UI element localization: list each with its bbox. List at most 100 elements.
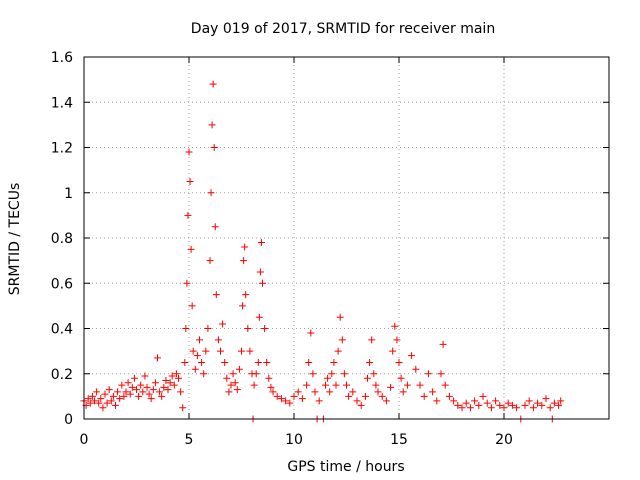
data-point	[120, 392, 128, 400]
y-tick-label: 0.8	[51, 231, 73, 247]
data-point	[181, 358, 189, 366]
data-point	[542, 395, 550, 403]
data-point	[479, 392, 487, 400]
data-point	[261, 325, 269, 332]
data-point	[529, 404, 537, 412]
data-point	[382, 397, 390, 405]
data-point	[122, 388, 130, 396]
data-point	[103, 399, 111, 407]
data-point	[450, 397, 458, 405]
data-point	[206, 257, 214, 265]
data-point	[433, 397, 441, 405]
data-point	[374, 388, 382, 396]
data-point	[403, 381, 411, 389]
data-point	[189, 347, 197, 355]
data-point	[393, 336, 401, 344]
data-point	[200, 370, 208, 378]
data-point	[219, 320, 227, 328]
y-tick-label: 1.4	[51, 95, 73, 111]
data-point	[160, 383, 168, 391]
data-point	[254, 358, 262, 366]
data-point	[458, 404, 466, 412]
data-point	[240, 257, 248, 265]
data-point	[462, 399, 470, 407]
data-point	[378, 392, 386, 400]
data-point	[88, 392, 96, 400]
data-point	[328, 370, 336, 378]
y-tick-label: 1.6	[51, 50, 73, 66]
data-point	[282, 397, 290, 405]
data-point	[307, 329, 315, 337]
data-point	[105, 386, 113, 394]
data-point	[303, 381, 311, 389]
data-point	[235, 365, 243, 373]
data-point	[186, 177, 194, 185]
data-point	[336, 313, 344, 321]
data-point	[217, 347, 224, 355]
data-point	[412, 365, 420, 373]
y-tick-label: 1.2	[51, 141, 73, 157]
data-point	[93, 388, 101, 396]
data-point	[133, 386, 140, 394]
data-point	[210, 144, 218, 151]
data-point	[168, 372, 176, 380]
data-point	[525, 397, 533, 405]
y-axis-label: SRMTID / TECUs	[7, 183, 23, 296]
tick-layer: 0 0.2 0.4 0.6 0.8 1 1.2 1.4 1.6 0 5 10 15 20	[51, 50, 609, 448]
x-tick-label: 20	[495, 432, 513, 448]
data-point	[107, 397, 115, 405]
data-point	[257, 239, 265, 247]
data-point	[184, 211, 192, 219]
data-point	[500, 404, 508, 412]
data-point	[238, 347, 245, 355]
data-point	[395, 358, 403, 366]
data-point	[212, 291, 220, 299]
data-point	[183, 279, 191, 287]
data-point	[97, 395, 105, 403]
data-point	[290, 392, 298, 400]
data-point	[483, 399, 491, 407]
data-point	[250, 381, 258, 389]
data-point	[521, 401, 529, 409]
data-point	[214, 336, 222, 344]
data-point	[244, 325, 252, 332]
data-point	[208, 121, 216, 129]
data-point	[246, 347, 254, 355]
data-point	[372, 381, 380, 389]
data-point	[343, 381, 350, 389]
data-point	[202, 347, 210, 355]
data-point	[207, 189, 215, 197]
data-point	[164, 386, 172, 394]
data-point	[368, 336, 376, 344]
y-tick-label: 0.6	[51, 276, 73, 292]
chart-title: Day 019 of 2017, SRMTID for receiver mai…	[191, 21, 495, 37]
data-point	[211, 223, 219, 231]
data-point	[175, 374, 182, 382]
data-point	[124, 379, 132, 387]
data-point	[95, 399, 103, 407]
data-point	[198, 358, 206, 366]
data-point	[112, 401, 119, 409]
data-point	[286, 399, 294, 407]
grid-layer	[84, 57, 609, 419]
data-point	[420, 392, 428, 400]
data-point	[437, 370, 445, 378]
data-point	[170, 381, 178, 389]
data-point	[345, 392, 353, 400]
data-point	[259, 279, 266, 287]
data-point	[229, 370, 237, 378]
data-point	[109, 392, 117, 400]
data-point	[555, 401, 563, 409]
data-point	[99, 404, 107, 412]
data-point	[177, 388, 185, 396]
data-point	[166, 379, 174, 387]
x-tick-label: 10	[285, 432, 303, 448]
data-point	[387, 383, 395, 391]
data-point	[429, 388, 437, 396]
data-point	[179, 404, 187, 412]
data-point	[231, 379, 239, 387]
data-point	[162, 377, 170, 385]
y-tick-label: 0.4	[51, 322, 73, 338]
data-point	[397, 374, 405, 382]
